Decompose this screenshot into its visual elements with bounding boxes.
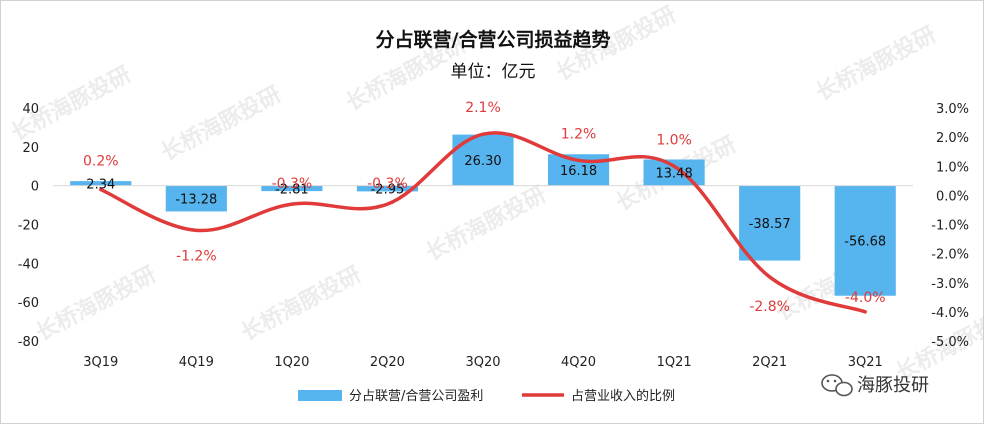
line-value-label: -1.2% bbox=[176, 248, 217, 264]
bar-value-label: 2.34 bbox=[86, 177, 115, 192]
chart-subtitle: 单位：亿元 bbox=[451, 62, 536, 82]
bar bbox=[165, 185, 227, 212]
x-tick-label: 2Q20 bbox=[370, 355, 405, 370]
bar-value-label: -2.95 bbox=[371, 183, 405, 198]
bar bbox=[70, 181, 132, 186]
x-tick-label: 3Q19 bbox=[83, 355, 118, 370]
line-value-label: 1.2% bbox=[561, 126, 597, 142]
bar bbox=[739, 185, 801, 261]
line-value-label: -2.8% bbox=[749, 299, 790, 315]
bar-series bbox=[70, 134, 896, 296]
line-value-label: 0.2% bbox=[83, 154, 119, 170]
legend-label-bar: 分占联营/合营公司盈利 bbox=[349, 389, 483, 404]
right-tick-label: -2.0% bbox=[931, 248, 969, 263]
left-tick-label: -80 bbox=[18, 335, 39, 350]
right-tick-label: 1.0% bbox=[936, 160, 969, 175]
brand-mark: 海豚投研 bbox=[821, 374, 929, 397]
legend-label-line: 占营业收入的比例 bbox=[571, 388, 675, 404]
bar-value-label: -13.28 bbox=[175, 193, 217, 208]
right-tick-label: 3.0% bbox=[936, 102, 969, 117]
line-value-label: -0.3% bbox=[367, 176, 408, 192]
watermark-text: 长桥海豚投研 bbox=[812, 21, 941, 106]
right-tick-label: 0.0% bbox=[936, 189, 969, 204]
line-value-label: 1.0% bbox=[656, 132, 692, 148]
x-tick-label: 3Q20 bbox=[465, 355, 500, 370]
x-tick-label: 1Q20 bbox=[274, 355, 309, 370]
watermark-text: 长桥海豚投研 bbox=[422, 181, 551, 266]
bar bbox=[261, 185, 323, 192]
left-tick-label: 0 bbox=[31, 180, 39, 195]
line-value-label: 2.1% bbox=[465, 100, 501, 116]
bar-value-label: 13.48 bbox=[656, 167, 693, 182]
x-tick-label: 4Q19 bbox=[179, 355, 214, 370]
ratio-line bbox=[99, 131, 867, 314]
right-tick-label: -3.0% bbox=[931, 277, 969, 292]
brand-text: 海豚投研 bbox=[857, 375, 929, 396]
x-tick-label: 2Q21 bbox=[752, 355, 787, 370]
legend-swatch-bar bbox=[298, 390, 342, 401]
line-value-label: -0.3% bbox=[272, 176, 313, 192]
left-tick-label: -40 bbox=[18, 257, 39, 272]
right-tick-label: -1.0% bbox=[931, 219, 969, 234]
left-tick-label: 40 bbox=[22, 102, 39, 117]
bar bbox=[834, 185, 896, 296]
bar-value-label: 16.18 bbox=[560, 164, 597, 179]
x-axis: 3Q19 4Q19 1Q20 2Q20 3Q20 4Q20 1Q21 2Q21 3Q21 bbox=[83, 355, 882, 370]
chart-title: 分占联营/合营公司损益趋势 bbox=[376, 28, 611, 51]
left-tick-label: -20 bbox=[18, 219, 39, 234]
bar-value-label: 26.30 bbox=[464, 154, 501, 169]
left-tick-label: 20 bbox=[22, 141, 39, 156]
left-tick-label: -60 bbox=[18, 296, 39, 311]
right-y-axis: 3.0% 2.0% 1.0% 0.0% -1.0% -2.0% -3.0% -4.0% -5.0… bbox=[931, 102, 969, 350]
line-value-label: -4.0% bbox=[845, 290, 886, 306]
right-tick-label: 2.0% bbox=[936, 131, 969, 146]
bar-data-labels: 2.34 -13.28 -2.81 -2.95 26.30 16.18 13.48 -38.5… bbox=[86, 154, 886, 250]
right-tick-label: -4.0% bbox=[931, 306, 969, 321]
bar-value-label: -2.81 bbox=[275, 182, 309, 197]
x-tick-label: 4Q20 bbox=[561, 355, 596, 370]
right-tick-label: -5.0% bbox=[931, 335, 969, 350]
x-tick-label: 1Q21 bbox=[657, 355, 692, 370]
watermark-text: 长桥海豚投研 bbox=[157, 81, 286, 166]
legend: 分占联营/合营公司盈利 占营业收入的比例 bbox=[298, 388, 675, 404]
watermark-text: 长桥海豚投研 bbox=[32, 261, 161, 346]
bar bbox=[643, 159, 705, 186]
x-tick-label: 3Q21 bbox=[848, 355, 883, 370]
bar bbox=[356, 185, 419, 192]
bar-value-label: -56.68 bbox=[844, 235, 886, 250]
bar-value-label: -38.57 bbox=[749, 217, 791, 232]
left-y-axis: 40 20 0 -20 -40 -60 -80 bbox=[18, 102, 39, 350]
line-data-labels: 0.2% -1.2% -0.3% -0.3% 2.1% 1.2% 1.0% -2.8% -4.0… bbox=[83, 100, 886, 315]
watermark-text: 长桥海豚投研 bbox=[237, 261, 366, 346]
wechat-icon bbox=[821, 374, 853, 397]
